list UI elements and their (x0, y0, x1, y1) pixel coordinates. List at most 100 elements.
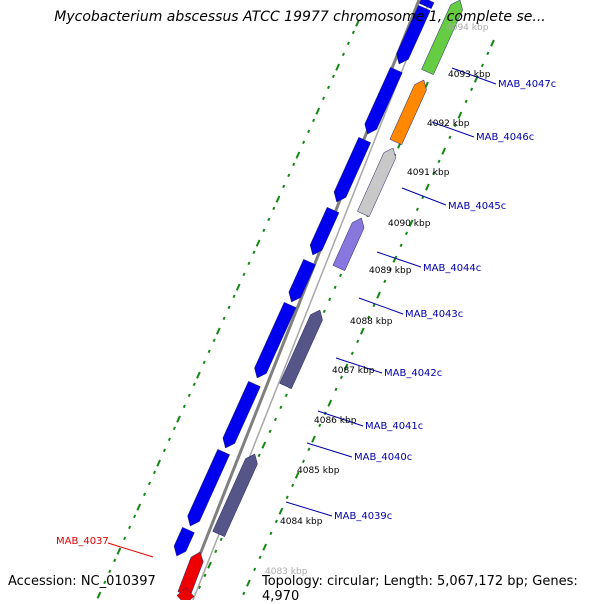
tick-mark (464, 99, 468, 104)
tick-mark (311, 435, 316, 443)
gene-label[interactable]: MAB_4040c (354, 452, 412, 463)
tick-mark (322, 96, 326, 101)
kbp-label: 4091 kbp (407, 168, 450, 178)
tick-mark (103, 580, 107, 585)
tick-mark (287, 173, 291, 178)
tick-mark (128, 525, 132, 530)
tick-mark (262, 228, 266, 233)
tick-mark (96, 591, 102, 599)
gene-label[interactable]: MAB_4046c (476, 132, 534, 143)
forward-gene-feature[interactable] (173, 526, 195, 557)
gene-features (173, 0, 463, 600)
tick-mark (307, 129, 311, 134)
kbp-label: 4090 kbp (388, 219, 431, 229)
reverse-gene-feature[interactable] (279, 309, 323, 390)
gene-label[interactable]: MAB_4047c (498, 79, 556, 90)
leader-line (285, 501, 333, 517)
tick-mark (143, 492, 147, 497)
tick-mark (408, 219, 414, 227)
forward-gene-feature[interactable] (396, 4, 431, 65)
tick-mark (273, 417, 277, 422)
tick-mark (255, 239, 261, 247)
kbp-label: 4083 kbp (265, 567, 308, 577)
gene-label[interactable]: MAB_4045c (448, 201, 506, 212)
leader-line (306, 442, 353, 458)
forward-gene-feature[interactable] (333, 136, 371, 203)
gene-label[interactable]: MAB_4043c (405, 309, 463, 320)
tick-mark (136, 503, 142, 511)
reverse-gene-feature[interactable] (421, 0, 463, 76)
tick-mark (470, 87, 474, 92)
kbp-label: 4087 kbp (332, 366, 375, 376)
tick-mark (346, 41, 350, 46)
tick-mark (327, 399, 333, 407)
tick-mark (376, 291, 381, 299)
kbp-label: 4088 kbp (350, 317, 393, 327)
tick-mark (262, 543, 268, 551)
tick-mark (197, 585, 202, 590)
forward-gene-feature[interactable] (222, 380, 261, 449)
tick-mark (301, 459, 305, 464)
tick-mark (425, 183, 430, 191)
tick-mark (415, 207, 419, 212)
tick-mark (257, 453, 261, 458)
tick-mark (156, 459, 161, 467)
highlight-gene-feature[interactable] (177, 551, 204, 597)
map-title: Mycobacterium abscessus ATCC 19977 chrom… (54, 9, 546, 25)
tick-mark (267, 217, 271, 222)
kbp-label: 4086 kbp (314, 416, 357, 426)
gene-label[interactable]: MAB_4044c (423, 263, 481, 274)
tick-mark (333, 285, 337, 290)
tick-mark (284, 393, 288, 398)
tick-mark (282, 184, 286, 189)
reverse-gene-feature[interactable] (389, 79, 427, 146)
leader-line (335, 357, 383, 374)
forward-gene-feature[interactable] (309, 206, 340, 256)
tick-mark (215, 327, 221, 335)
tick-mark (490, 39, 495, 47)
gene-label[interactable]: MAB_4039c (334, 511, 392, 522)
label-leader-lines (107, 67, 497, 558)
forward-gene-feature[interactable] (419, 0, 435, 10)
reverse-gene-feature[interactable] (357, 147, 396, 218)
tick-mark (272, 206, 276, 211)
forward-gene-feature[interactable] (187, 448, 230, 527)
highlight-gene-feature[interactable] (176, 587, 195, 600)
tick-mark (351, 30, 355, 35)
tick-mark (326, 85, 331, 90)
tick-mark (388, 267, 392, 272)
tick-mark (350, 351, 354, 356)
forward-gene-feature[interactable] (364, 66, 403, 135)
tick-mark (405, 231, 409, 236)
tick-mark (123, 536, 127, 541)
kbp-label: 4085 kbp (297, 466, 340, 476)
tick-mark (274, 519, 278, 524)
tick-mark (295, 151, 301, 159)
tick-mark (359, 327, 365, 335)
gene-label[interactable]: MAB_4037 (56, 536, 109, 547)
tick-mark (253, 567, 257, 572)
tick-mark (116, 547, 122, 555)
kbp-label: 4093 kbp (448, 70, 491, 80)
tick-mark (207, 349, 211, 354)
tick-mark (322, 309, 326, 314)
tick-mark (291, 483, 295, 488)
leader-line (376, 251, 422, 268)
tick-mark (162, 448, 166, 453)
tick-mark (441, 147, 447, 155)
reverse-gene-feature[interactable] (332, 217, 365, 272)
kbp-label: 4092 kbp (427, 119, 470, 129)
leader-line (431, 121, 475, 138)
gene-label[interactable]: MAB_4041c (365, 421, 423, 432)
tick-mark (242, 591, 246, 596)
tick-mark (261, 441, 267, 449)
map-labels: 4094 kbp 4093 kbp 4092 kbp 4091 kbp 4090 kbp… (56, 23, 556, 577)
gene-label[interactable]: MAB_4042c (384, 368, 442, 379)
reverse-gene-feature[interactable] (212, 453, 258, 538)
forward-gene-feature[interactable] (288, 258, 316, 303)
tick-mark (480, 63, 484, 68)
accession-label: Accession: NC_010397 (8, 574, 156, 589)
tick-mark (399, 243, 403, 248)
tick-mark (372, 303, 376, 308)
forward-gene-feature[interactable] (254, 301, 297, 379)
